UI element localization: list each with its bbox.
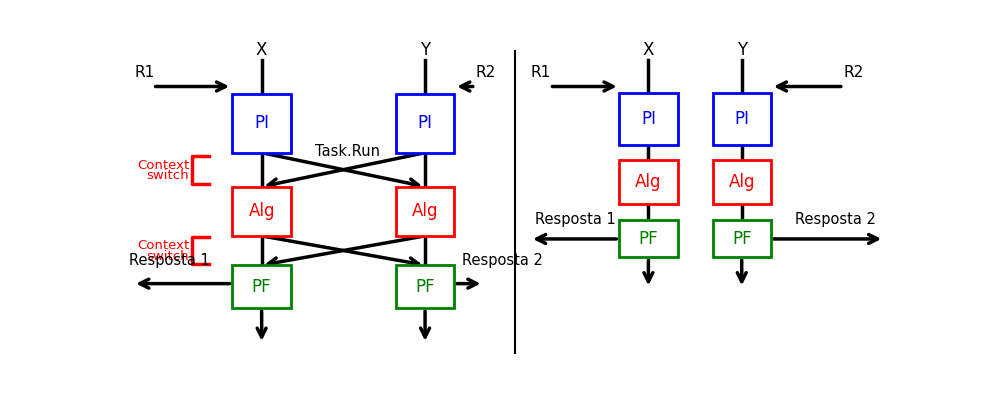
Text: Alg: Alg xyxy=(248,202,275,220)
Text: switch: switch xyxy=(146,169,190,182)
Text: X: X xyxy=(642,41,653,59)
Text: PF: PF xyxy=(731,230,751,248)
Text: Alg: Alg xyxy=(411,202,438,220)
Text: PI: PI xyxy=(640,110,655,128)
Text: R2: R2 xyxy=(475,65,495,80)
Text: X: X xyxy=(256,41,267,59)
Bar xyxy=(395,94,453,153)
Text: PI: PI xyxy=(417,114,432,132)
Text: Y: Y xyxy=(736,41,746,59)
Text: PF: PF xyxy=(252,278,271,296)
Bar xyxy=(233,186,291,236)
Bar xyxy=(233,94,291,153)
Text: Context: Context xyxy=(137,239,190,252)
Text: Resposta 1: Resposta 1 xyxy=(129,253,210,268)
Text: switch: switch xyxy=(146,250,190,263)
Text: Alg: Alg xyxy=(728,173,754,191)
Text: Task.Run: Task.Run xyxy=(315,144,379,159)
Text: Resposta 2: Resposta 2 xyxy=(461,253,543,268)
Text: PF: PF xyxy=(415,278,434,296)
Text: Resposta 2: Resposta 2 xyxy=(794,212,875,227)
Text: Y: Y xyxy=(419,41,429,59)
Text: Resposta 1: Resposta 1 xyxy=(535,212,615,227)
Bar xyxy=(619,93,677,145)
Bar xyxy=(395,186,453,236)
Text: R1: R1 xyxy=(134,65,154,80)
Text: R2: R2 xyxy=(843,65,863,80)
Bar xyxy=(712,93,770,145)
Text: PI: PI xyxy=(254,114,269,132)
Text: Context: Context xyxy=(137,158,190,172)
Bar xyxy=(233,265,291,308)
Text: R1: R1 xyxy=(531,65,551,80)
Text: Alg: Alg xyxy=(635,173,661,191)
Bar xyxy=(712,160,770,204)
Bar xyxy=(395,265,453,308)
Text: PF: PF xyxy=(638,230,658,248)
Bar xyxy=(712,220,770,258)
Bar xyxy=(619,160,677,204)
Text: PI: PI xyxy=(733,110,748,128)
Bar xyxy=(619,220,677,258)
